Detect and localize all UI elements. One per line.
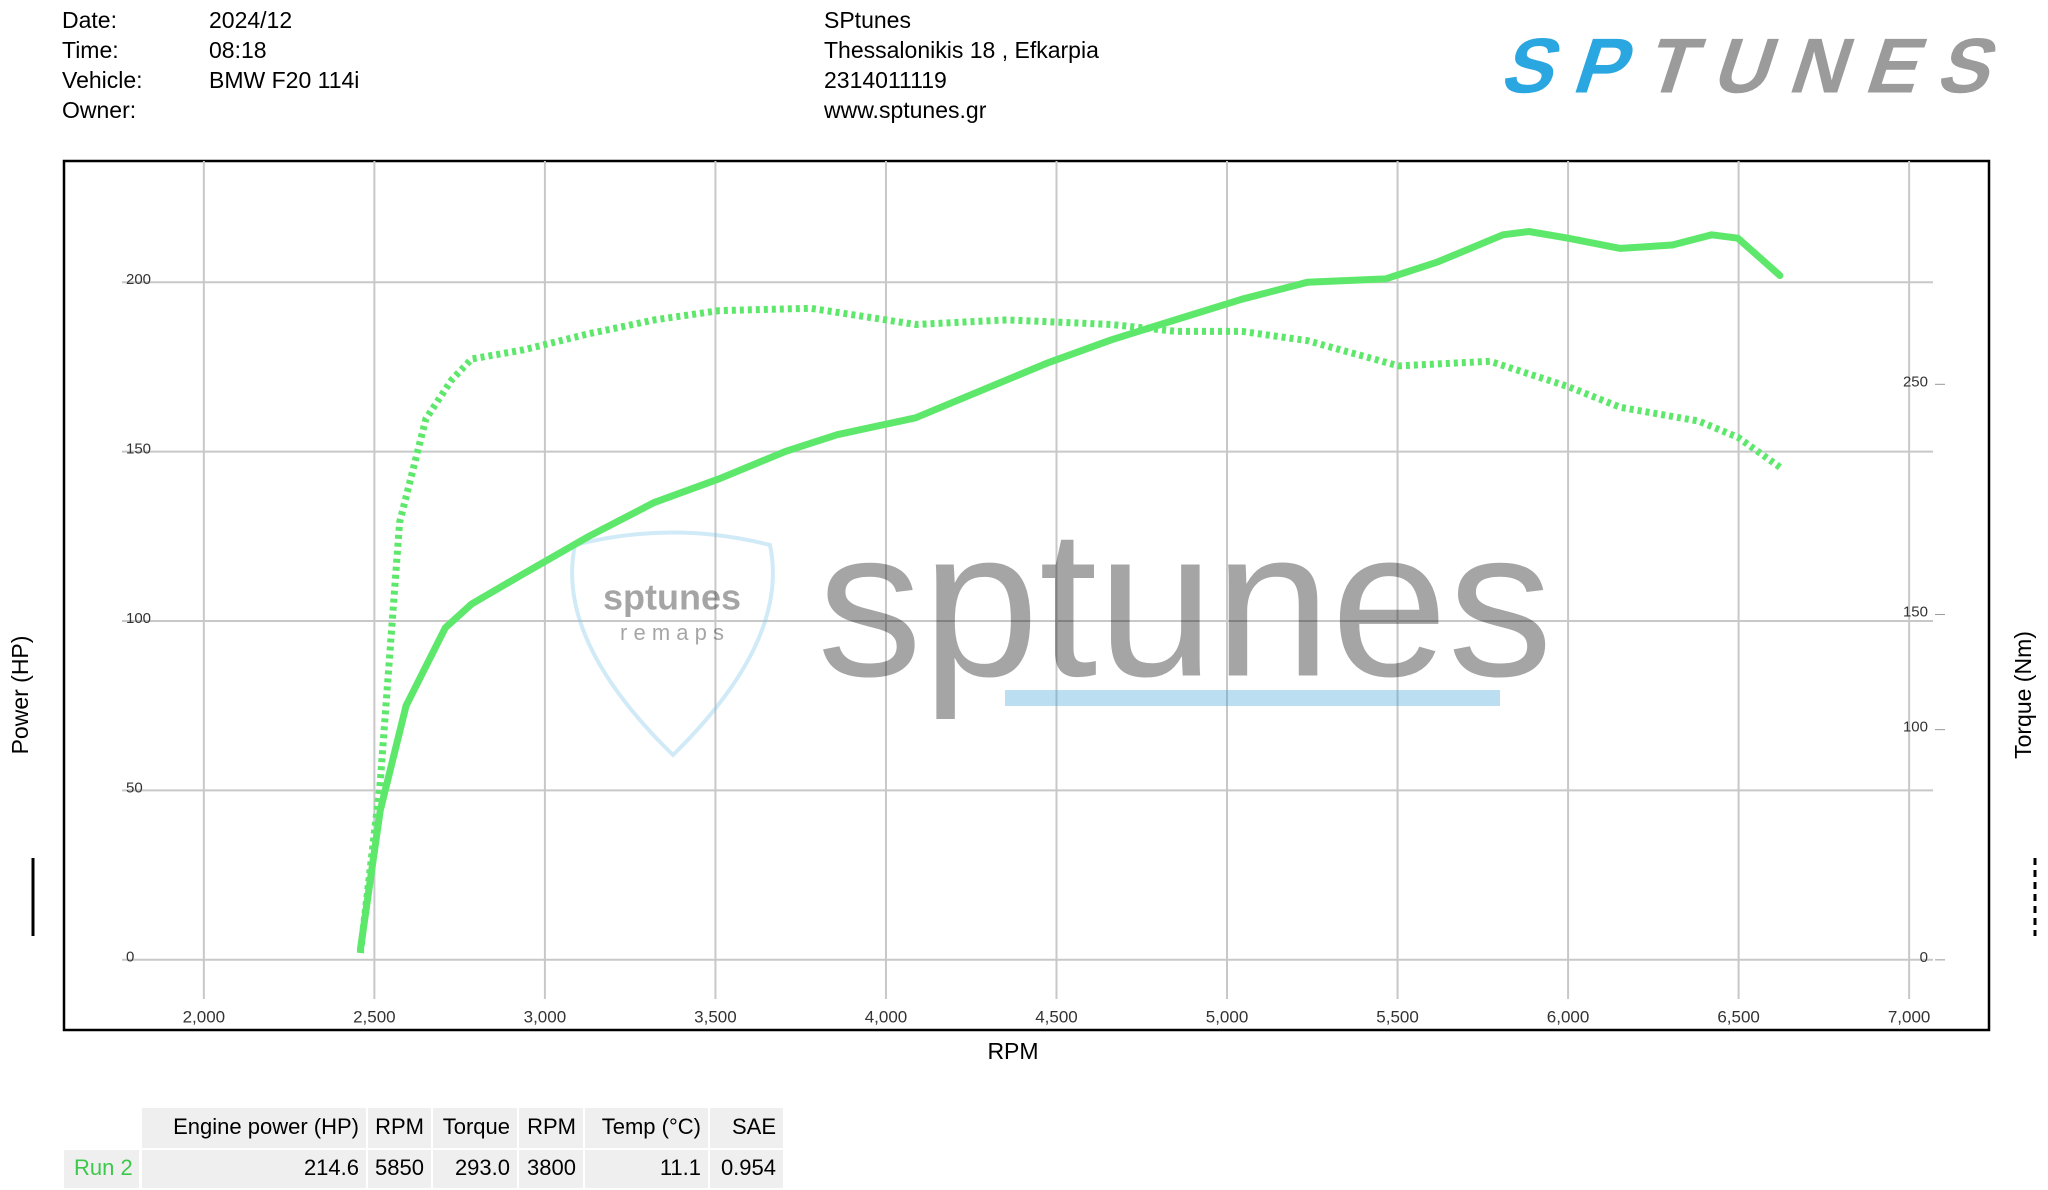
cell-value: 0.954: [721, 1155, 776, 1180]
header-value: BMW F20 114i: [209, 67, 359, 93]
y2-tick-label: 150: [1903, 604, 1928, 621]
x-tick-label: 4,500: [1035, 1007, 1078, 1026]
y2-axis-label: Torque (Nm): [2010, 631, 2036, 759]
header-cell: [519, 1108, 583, 1148]
x-tick-label: 6,000: [1547, 1007, 1590, 1026]
data-cell: [142, 1150, 366, 1188]
x-axis-label: RPM: [987, 1038, 1038, 1064]
y-tick-label: 200: [126, 271, 151, 288]
torque-curve: [356, 304, 1782, 954]
company-info: Thessalonikis 18 , Efkarpia: [824, 37, 1099, 63]
company-info: www.sptunes.gr: [823, 97, 987, 123]
data-cell: [433, 1150, 517, 1188]
y-axis-label: Power (HP): [7, 636, 33, 755]
data-cell: [585, 1150, 708, 1188]
row-label-cell: [64, 1150, 139, 1188]
watermark-text: sptunes: [817, 485, 1553, 720]
company-info: 2314011119: [824, 67, 947, 93]
power-curve: [356, 228, 1784, 953]
header-cell: [585, 1108, 708, 1148]
logo-sp: SP: [1493, 22, 1647, 109]
header-cell: [142, 1108, 366, 1148]
column-header: SAE: [732, 1114, 776, 1139]
watermark-badge-sub: r e m a p s: [620, 620, 724, 645]
x-tick-label: 4,000: [865, 1007, 908, 1026]
cell-value: 214.6: [304, 1155, 359, 1180]
header-value: 2024/12: [209, 7, 292, 33]
column-header: RPM: [375, 1114, 424, 1139]
header-cell: [433, 1108, 517, 1148]
plot: [356, 228, 1784, 954]
header-cell: [710, 1108, 783, 1148]
logo-text: SPTUNES: [1493, 22, 2011, 109]
row-label: Run 2: [74, 1155, 133, 1180]
x-tick-label: 5,000: [1206, 1007, 1249, 1026]
x-tick-label: 3,500: [694, 1007, 737, 1026]
y2-tick-label: 0: [1920, 949, 1928, 966]
x-tick-label: 2,500: [353, 1007, 396, 1026]
cell-value: 293.0: [455, 1155, 510, 1180]
x-tick-label: 7,000: [1888, 1007, 1931, 1026]
chart-frame: [62, 159, 1991, 1032]
x-tick-label: 3,000: [524, 1007, 567, 1026]
watermark: sptunes r e m a p s sptunes: [570, 485, 1553, 758]
header-label: Time:: [62, 37, 119, 63]
header-label: Date:: [62, 7, 117, 33]
data-cell: [519, 1150, 583, 1188]
column-header: Torque: [443, 1114, 510, 1139]
logo: SPTUNES: [1493, 22, 2011, 109]
data-cell: [710, 1150, 783, 1188]
column-header: RPM: [527, 1114, 576, 1139]
y-tick-label: 0: [126, 949, 134, 966]
column-header: Temp (°C): [602, 1114, 701, 1139]
watermark-badge: [570, 530, 775, 758]
x-tick-label: 2,000: [183, 1007, 226, 1026]
cell-value: 11.1: [660, 1155, 701, 1180]
y-tick-label: 50: [126, 779, 143, 796]
result-table: Engine power (HP) RPM Torque RPM Temp (°C) SA…: [64, 1108, 783, 1188]
cell-value: 5850: [375, 1155, 424, 1180]
y2-tick-label: 100: [1903, 719, 1928, 736]
y2-tick-label: 250: [1903, 373, 1928, 390]
x-tick-label: 5,500: [1376, 1007, 1419, 1026]
column-header: Engine power (HP): [173, 1114, 359, 1139]
header-label: Owner:: [62, 97, 136, 123]
x-tick-label: 6,500: [1717, 1007, 1760, 1026]
header-cell: [368, 1108, 431, 1148]
logo-tunes: TUNES: [1637, 22, 2011, 109]
watermark-badge-text: sptunes: [603, 577, 741, 618]
company-info: SPtunes: [824, 7, 911, 33]
header-value: 08:18: [209, 37, 267, 63]
cell-value: 3800: [527, 1155, 576, 1180]
y-tick-label: 150: [126, 441, 151, 458]
y-tick-label: 100: [126, 610, 151, 627]
watermark-underline: [1005, 690, 1500, 706]
header-label: Vehicle:: [62, 67, 143, 93]
data-cell: [368, 1150, 431, 1188]
header: Date: Time: Vehicle: Owner: 2024/12 08:1…: [62, 7, 1099, 123]
